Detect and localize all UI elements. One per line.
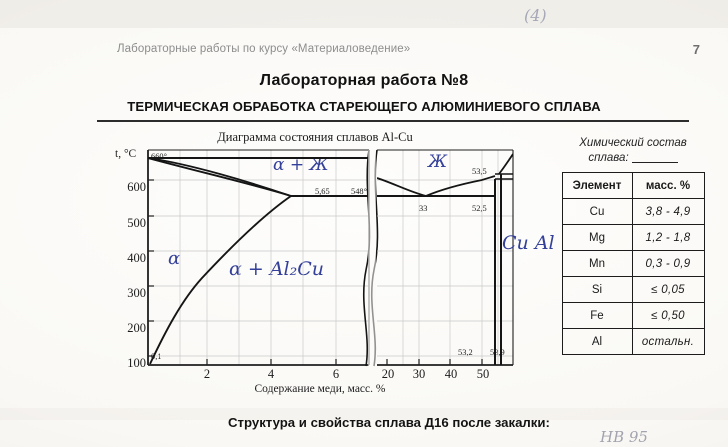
y-tick-300: 300 bbox=[127, 286, 146, 300]
table-header-row: Элемент масс. % bbox=[561, 172, 705, 199]
scan-band-top bbox=[0, 0, 728, 28]
table-row: Si ≤ 0,05 bbox=[561, 276, 705, 303]
column-header-mass-percent: масс. % bbox=[631, 172, 705, 199]
tick-marks-left bbox=[148, 179, 337, 365]
x-tick-4: 4 bbox=[267, 367, 275, 381]
cell-value-si[interactable]: ≤ 0,05 bbox=[631, 276, 705, 303]
composition-alloy-blank[interactable] bbox=[631, 162, 678, 163]
title-divider bbox=[97, 120, 689, 122]
table-row: Cu 3,8 - 4,9 bbox=[561, 198, 705, 225]
page-title: Лабораторная работа №8 bbox=[259, 72, 469, 89]
point-label-565: 5,65 bbox=[315, 187, 330, 196]
point-label-535: 53,5 bbox=[472, 167, 487, 176]
table-row: Mn 0,3 - 0,9 bbox=[561, 250, 705, 277]
cell-element-cu: Cu bbox=[561, 198, 633, 225]
column-header-element: Элемент bbox=[561, 172, 633, 199]
x-tick-30: 30 bbox=[412, 367, 426, 381]
y-axis-ticks: 600 500 400 300 200 100 bbox=[110, 130, 146, 380]
cell-value-cu[interactable]: 3,8 - 4,9 bbox=[631, 198, 705, 225]
x-tick-50: 50 bbox=[476, 367, 490, 381]
composition-caption-line1: Химический состав bbox=[579, 137, 687, 149]
point-label-01: 0,1 bbox=[151, 352, 162, 361]
x-tick-2: 2 bbox=[203, 367, 211, 381]
phase-curves-right bbox=[377, 153, 513, 365]
point-label-660: 660° bbox=[151, 152, 167, 161]
x-tick-20: 20 bbox=[381, 367, 395, 381]
cell-element-si: Si bbox=[561, 276, 633, 303]
top-margin-hand-mark: (4) bbox=[524, 6, 547, 25]
x-axis-label: Содержание меди, масс. % bbox=[254, 383, 386, 395]
y-tick-100: 100 bbox=[127, 356, 146, 370]
page-subtitle: ТЕРМИЧЕСКАЯ ОБРАБОТКА СТАРЕЮЩЕГО АЛЮМИНИ… bbox=[127, 99, 601, 114]
table-row: Al остальн. bbox=[561, 328, 705, 355]
composition-caption: Химический состав сплава: bbox=[543, 136, 723, 166]
composition-table: Элемент масс. % Cu 3,8 - 4,9 Mg 1,2 - 1,… bbox=[561, 172, 705, 355]
axes-right bbox=[377, 149, 514, 366]
point-label-525: 52,5 bbox=[472, 204, 487, 213]
axis-break-gap bbox=[368, 150, 376, 366]
cell-element-mg: Mg bbox=[561, 224, 633, 251]
cell-value-fe[interactable]: ≤ 0,50 bbox=[631, 302, 705, 329]
point-label-33: 33 bbox=[419, 204, 428, 213]
point-label-548: 548° bbox=[351, 187, 367, 196]
running-head: Лабораторные работы по курсу «Материалов… bbox=[117, 43, 411, 55]
composition-caption-line2: сплава: bbox=[588, 152, 629, 164]
y-tick-600: 600 bbox=[127, 180, 146, 194]
x-tick-40: 40 bbox=[444, 367, 458, 381]
point-label-539: 53,9 bbox=[490, 348, 505, 357]
grid-left bbox=[148, 150, 369, 365]
grid-right bbox=[377, 150, 513, 365]
cell-element-al: Al bbox=[561, 328, 633, 355]
point-label-532: 53,2 bbox=[458, 348, 473, 357]
y-axis-label: t, °C bbox=[115, 148, 137, 160]
chemical-composition-block: Химический состав сплава: Элемент масс. … bbox=[543, 136, 723, 355]
x-tick-6: 6 bbox=[332, 367, 340, 381]
table-row: Fe ≤ 0,50 bbox=[561, 302, 705, 329]
phase-diagram-figure: Диаграмма состояния сплавов Al-Cu t, °C … bbox=[110, 130, 555, 402]
y-tick-200: 200 bbox=[127, 321, 146, 335]
tick-marks-right bbox=[386, 359, 483, 365]
phase-diagram-svg bbox=[147, 149, 514, 367]
chart-title: Диаграмма состояния сплавов Al-Cu bbox=[217, 130, 413, 144]
table-row: Mg 1,2 - 1,8 bbox=[561, 224, 705, 251]
y-tick-400: 400 bbox=[127, 251, 146, 265]
bottom-section-heading: Структура и свойства сплава Д16 после за… bbox=[228, 415, 550, 430]
hand-note-hardness: HB 95 bbox=[600, 428, 648, 446]
cell-element-mn: Mn bbox=[561, 250, 633, 277]
phase-curves-left bbox=[148, 156, 369, 365]
page-number: 7 bbox=[692, 42, 700, 57]
y-tick-500: 500 bbox=[127, 216, 146, 230]
cell-value-mg[interactable]: 1,2 - 1,8 bbox=[631, 224, 705, 251]
cell-value-al[interactable]: остальн. bbox=[631, 328, 705, 355]
cell-element-fe: Fe bbox=[561, 302, 633, 329]
cell-value-mn[interactable]: 0,3 - 0,9 bbox=[631, 250, 705, 277]
